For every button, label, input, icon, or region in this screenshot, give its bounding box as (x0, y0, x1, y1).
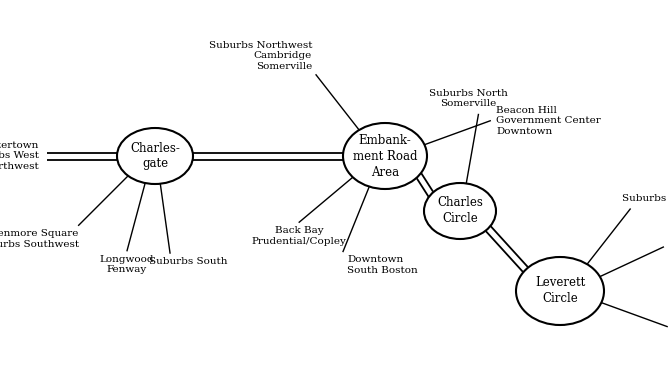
Text: Leverett
Circle: Leverett Circle (535, 276, 585, 305)
Text: Embank-
ment Road
Area: Embank- ment Road Area (353, 134, 417, 178)
Text: Beacon Hill
Government Center
Downtown: Beacon Hill Government Center Downtown (496, 106, 601, 136)
Text: Longwood
Fenway: Longwood Fenway (100, 255, 155, 274)
Ellipse shape (516, 257, 604, 325)
Text: Charles
Circle: Charles Circle (437, 197, 483, 226)
Text: Suburbs Northeast: Suburbs Northeast (622, 194, 669, 203)
Text: Watertown
Suburbs West
and Northwest: Watertown Suburbs West and Northwest (0, 141, 39, 171)
Text: Downtown
South Boston: Downtown South Boston (347, 256, 418, 275)
Ellipse shape (343, 123, 427, 189)
Text: Suburbs South: Suburbs South (149, 257, 227, 266)
Text: Kenmore Square
Suburbs Southwest: Kenmore Square Suburbs Southwest (0, 229, 79, 249)
Text: Charles-
gate: Charles- gate (130, 141, 180, 171)
Text: Suburbs Northwest
Cambridge
Somerville: Suburbs Northwest Cambridge Somerville (209, 41, 312, 71)
Ellipse shape (117, 128, 193, 184)
Text: Suburbs North
Somerville: Suburbs North Somerville (429, 89, 508, 108)
Ellipse shape (424, 183, 496, 239)
Text: Back Bay
Prudential/Copley: Back Bay Prudential/Copley (252, 226, 347, 246)
